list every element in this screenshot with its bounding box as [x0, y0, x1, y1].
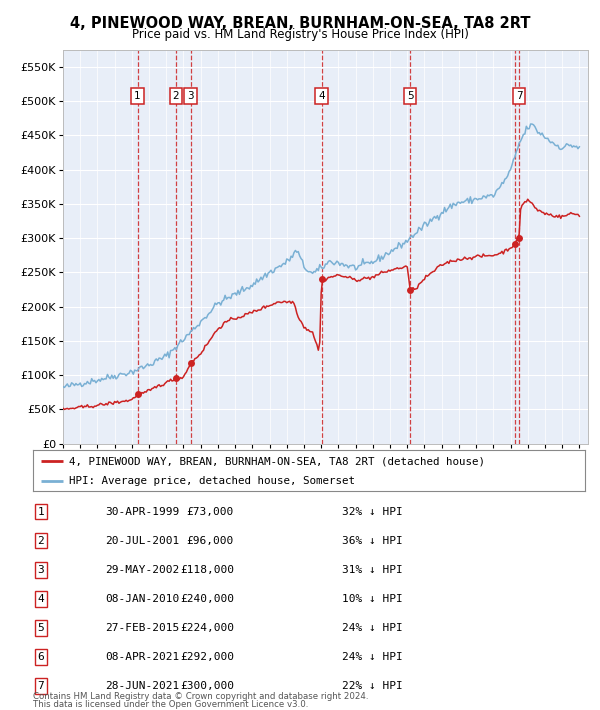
Text: 3: 3: [37, 564, 44, 575]
Text: 31% ↓ HPI: 31% ↓ HPI: [342, 564, 403, 575]
Text: 29-MAY-2002: 29-MAY-2002: [105, 564, 179, 575]
Text: £224,000: £224,000: [180, 623, 234, 633]
Text: Contains HM Land Registry data © Crown copyright and database right 2024.: Contains HM Land Registry data © Crown c…: [33, 692, 368, 701]
Text: 5: 5: [407, 91, 413, 101]
Text: 4: 4: [37, 594, 44, 604]
Text: 4: 4: [318, 91, 325, 101]
Text: 7: 7: [515, 91, 522, 101]
Text: This data is licensed under the Open Government Licence v3.0.: This data is licensed under the Open Gov…: [33, 699, 308, 709]
Text: 5: 5: [37, 623, 44, 633]
Text: 2: 2: [37, 535, 44, 546]
Text: 28-JUN-2021: 28-JUN-2021: [105, 681, 179, 692]
Text: 2: 2: [172, 91, 179, 101]
Text: 32% ↓ HPI: 32% ↓ HPI: [342, 506, 403, 517]
Text: 36% ↓ HPI: 36% ↓ HPI: [342, 535, 403, 546]
Text: 6: 6: [37, 652, 44, 662]
Text: 3: 3: [187, 91, 194, 101]
Text: 08-JAN-2010: 08-JAN-2010: [105, 594, 179, 604]
Text: 4, PINEWOOD WAY, BREAN, BURNHAM-ON-SEA, TA8 2RT: 4, PINEWOOD WAY, BREAN, BURNHAM-ON-SEA, …: [70, 16, 530, 31]
Text: 24% ↓ HPI: 24% ↓ HPI: [342, 652, 403, 662]
Text: £118,000: £118,000: [180, 564, 234, 575]
Text: 1: 1: [37, 506, 44, 517]
Text: 24% ↓ HPI: 24% ↓ HPI: [342, 623, 403, 633]
Text: £96,000: £96,000: [187, 535, 234, 546]
Text: Price paid vs. HM Land Registry's House Price Index (HPI): Price paid vs. HM Land Registry's House …: [131, 28, 469, 41]
Text: 7: 7: [37, 681, 44, 692]
Text: 22% ↓ HPI: 22% ↓ HPI: [342, 681, 403, 692]
Text: 30-APR-1999: 30-APR-1999: [105, 506, 179, 517]
Text: 08-APR-2021: 08-APR-2021: [105, 652, 179, 662]
Text: 10% ↓ HPI: 10% ↓ HPI: [342, 594, 403, 604]
Text: £300,000: £300,000: [180, 681, 234, 692]
Text: 1: 1: [134, 91, 141, 101]
Text: HPI: Average price, detached house, Somerset: HPI: Average price, detached house, Some…: [69, 476, 355, 486]
Text: 27-FEB-2015: 27-FEB-2015: [105, 623, 179, 633]
Text: 20-JUL-2001: 20-JUL-2001: [105, 535, 179, 546]
Text: 4, PINEWOOD WAY, BREAN, BURNHAM-ON-SEA, TA8 2RT (detached house): 4, PINEWOOD WAY, BREAN, BURNHAM-ON-SEA, …: [69, 457, 485, 466]
Text: £292,000: £292,000: [180, 652, 234, 662]
Text: £240,000: £240,000: [180, 594, 234, 604]
Text: £73,000: £73,000: [187, 506, 234, 517]
